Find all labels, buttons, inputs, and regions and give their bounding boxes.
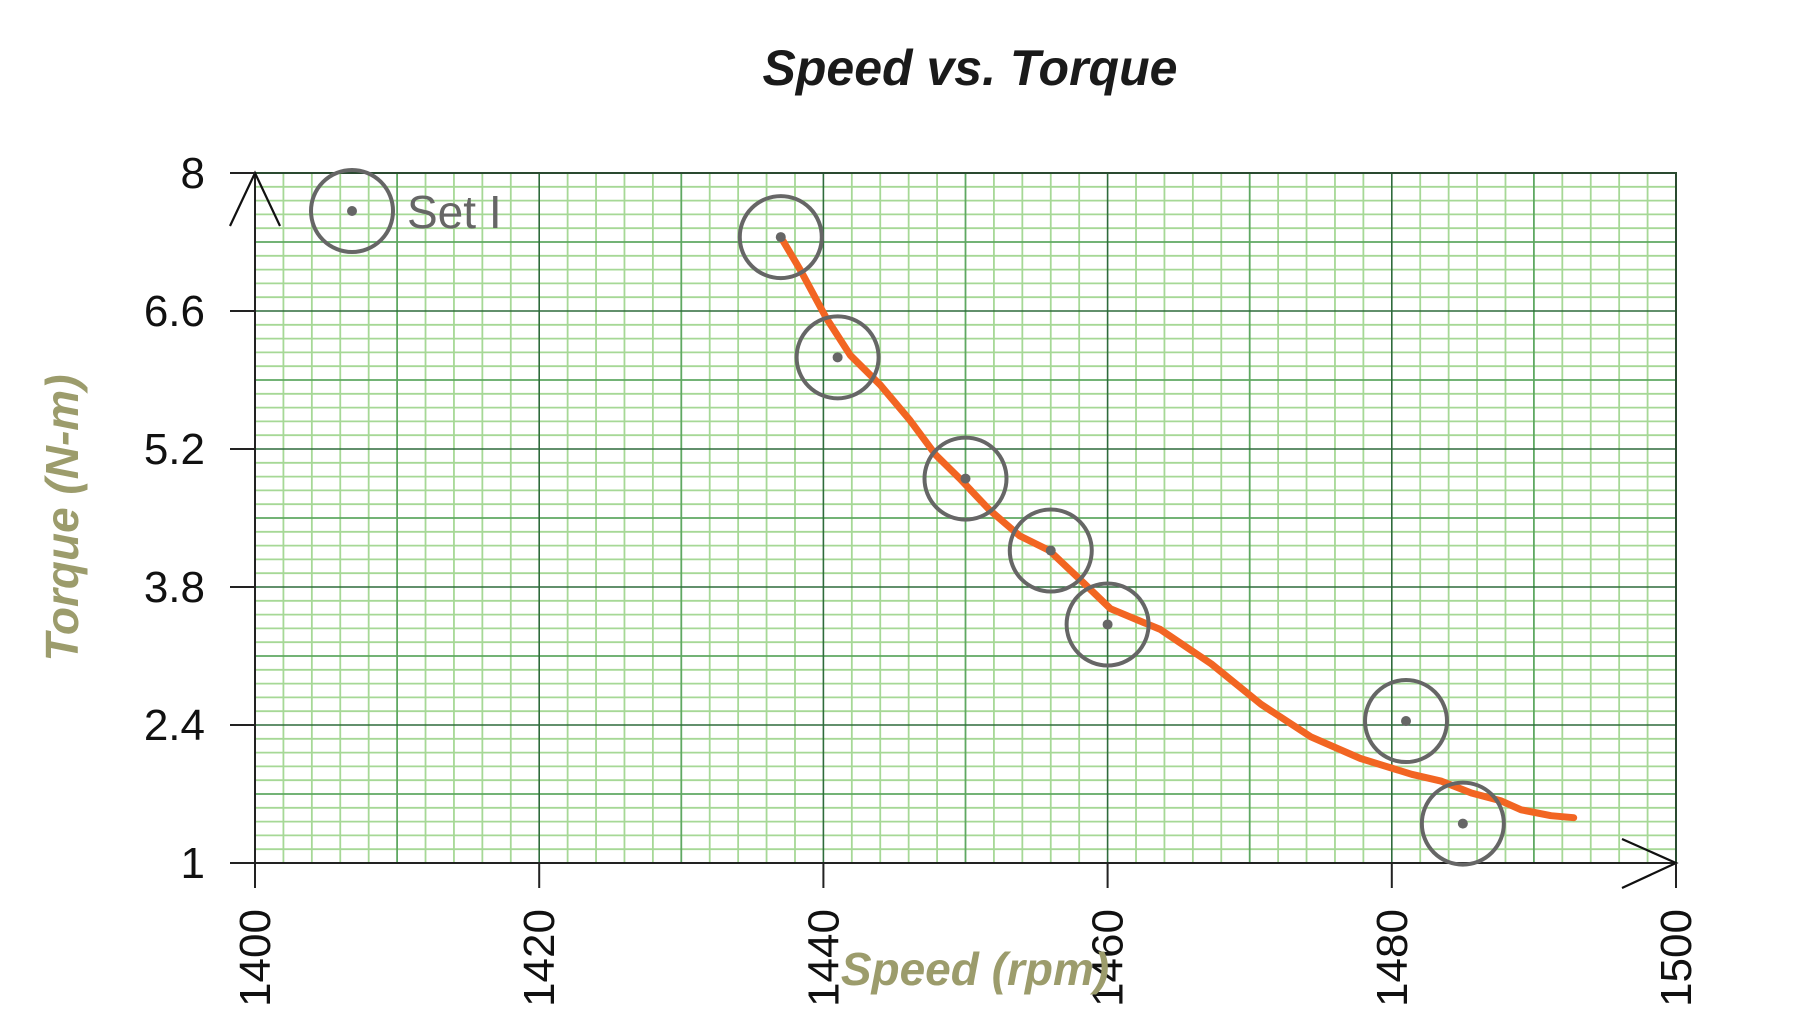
- y-tick-label: 5.2: [144, 425, 205, 474]
- data-point: [922, 435, 1009, 522]
- data-point: [1419, 780, 1506, 867]
- legend-marker-circle-icon: [309, 168, 395, 254]
- data-point: [1363, 678, 1450, 765]
- y-axis-label: Torque (N-m): [36, 374, 88, 661]
- data-point: [1007, 507, 1094, 594]
- data-point-dot-icon: [775, 232, 786, 243]
- data-point-dot-icon: [1102, 619, 1113, 630]
- data-point-circle-icon: [1064, 581, 1151, 668]
- x-tick-label: 1500: [1652, 909, 1701, 1007]
- data-point-dot-icon: [960, 473, 971, 484]
- data-point-dot-icon: [1045, 545, 1056, 556]
- data-point-dot-icon: [1457, 818, 1468, 829]
- x-tick-label: 1420: [515, 909, 564, 1007]
- x-tick-label: 1440: [799, 909, 848, 1007]
- legend: Set I: [309, 168, 502, 254]
- legend-label-set-i: Set I: [407, 186, 502, 238]
- data-point-circle-icon: [922, 435, 1009, 522]
- legend-marker-dot-icon: [347, 206, 357, 216]
- x-tick-label: 1400: [231, 909, 280, 1007]
- data-point: [737, 194, 824, 281]
- trend-curve-line: [777, 233, 1578, 822]
- data-points-set-i: [737, 194, 1506, 867]
- data-point: [794, 314, 881, 401]
- data-point-dot-icon: [1401, 716, 1412, 727]
- x-tick-label: 1480: [1368, 909, 1417, 1007]
- x-tick-label: 1460: [1084, 909, 1133, 1007]
- data-point-circle-icon: [1007, 507, 1094, 594]
- data-point: [1064, 581, 1151, 668]
- axes: [229, 170, 1679, 889]
- y-tick-label: 6.6: [144, 287, 205, 336]
- data-point-circle-icon: [737, 194, 824, 281]
- data-point-circle-icon: [1419, 780, 1506, 867]
- data-point-circle-icon: [794, 314, 881, 401]
- trend-curve: [777, 233, 1578, 822]
- y-tick-label: 2.4: [144, 701, 205, 750]
- y-tick-label: 8: [181, 149, 205, 198]
- y-tick-label: 3.8: [144, 563, 205, 612]
- data-point-dot-icon: [832, 352, 843, 363]
- chart-title: Speed vs. Torque: [763, 40, 1178, 96]
- y-axis-ticks: 1 2.4 3.8 5.2 6.6 8: [144, 149, 255, 888]
- y-tick-label: 1: [181, 839, 205, 888]
- data-point-circle-icon: [1363, 678, 1450, 765]
- x-axis-label: Speed (rpm): [841, 943, 1109, 995]
- x-axis-ticks: 1400 1420 1440 1460 1480 1500: [231, 863, 1701, 1007]
